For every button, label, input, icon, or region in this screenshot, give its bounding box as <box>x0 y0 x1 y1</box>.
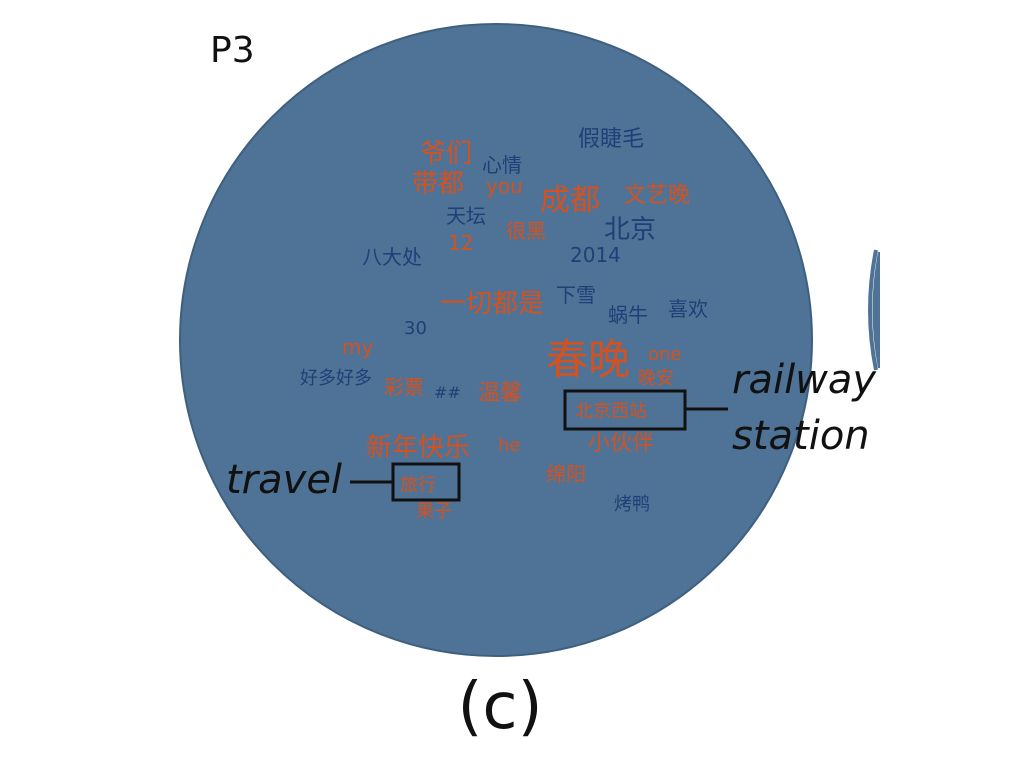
word-item: 2014 <box>570 243 621 267</box>
word-item: 彩票 <box>384 375 424 399</box>
word-item: 绵阳 <box>546 462 586 486</box>
travel-callout-label: travel <box>226 457 343 503</box>
word-item: 晚安 <box>638 368 674 389</box>
word-item: 北京西站 <box>575 401 647 422</box>
word-item: 假睫毛 <box>578 127 644 152</box>
figure-caption: (c) <box>457 670 543 744</box>
word-item: 新年快乐 <box>366 433 470 463</box>
word-item: 天坛 <box>446 204 486 228</box>
word-item: ## <box>434 383 461 402</box>
word-item: 爷们 <box>420 139 472 169</box>
railway-callout-label-line1: railway <box>732 357 877 403</box>
railway-callout-label-line2: station <box>732 413 870 459</box>
word-item: my <box>342 335 373 359</box>
word-item: 八大处 <box>362 245 422 269</box>
word-item: 成都 <box>540 183 600 218</box>
word-item: he <box>498 435 520 456</box>
word-item: 很黑 <box>506 219 546 243</box>
cluster-circle <box>179 23 813 657</box>
word-item: 喜欢 <box>668 297 708 321</box>
word-item: 果子 <box>416 501 452 522</box>
word-item: 文艺晚 <box>624 183 690 208</box>
neighbor-circle-edge <box>868 249 878 371</box>
panel-label: P3 <box>210 30 255 71</box>
word-item: 心情 <box>482 153 522 177</box>
word-item: one <box>648 344 682 365</box>
word-item: 下雪 <box>556 283 596 307</box>
word-item: 带都 <box>412 169 464 199</box>
word-item: 12 <box>448 231 473 255</box>
neighbor-circle-fill <box>872 252 880 368</box>
word-item: 春晚 <box>546 335 630 384</box>
word-item: 一切都是 <box>440 289 544 319</box>
word-item: 蜗牛 <box>608 303 648 327</box>
word-item: you <box>486 174 523 198</box>
word-item: 烤鸭 <box>614 494 650 515</box>
word-item: 好多好多 <box>300 368 372 389</box>
word-item: 旅行 <box>400 475 436 496</box>
word-item: 温馨 <box>478 381 522 406</box>
word-item: 小伙伴 <box>588 431 654 456</box>
word-item: 北京 <box>604 215 656 245</box>
word-item: 30 <box>404 318 427 339</box>
